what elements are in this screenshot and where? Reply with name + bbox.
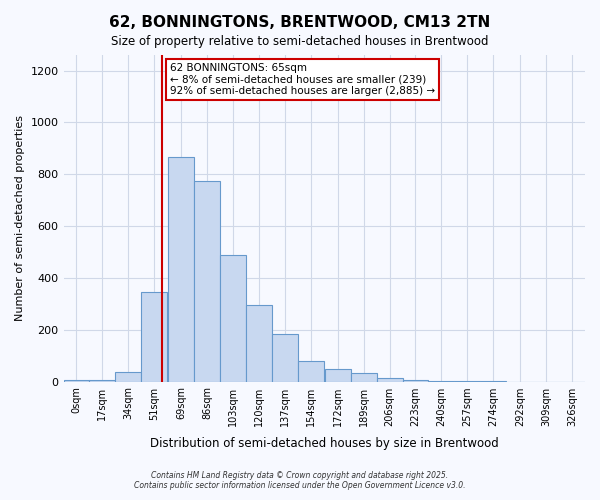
Bar xyxy=(220,254,246,382)
X-axis label: Distribution of semi-detached houses by size in Brentwood: Distribution of semi-detached houses by … xyxy=(150,437,499,450)
Bar xyxy=(351,373,377,382)
Bar xyxy=(298,361,323,382)
Bar xyxy=(377,378,403,382)
Bar xyxy=(115,372,141,382)
Bar xyxy=(403,380,428,382)
Bar xyxy=(454,381,480,382)
Y-axis label: Number of semi-detached properties: Number of semi-detached properties xyxy=(15,116,25,322)
Bar xyxy=(246,305,272,382)
Bar xyxy=(325,369,351,382)
Text: Contains HM Land Registry data © Crown copyright and database right 2025.
Contai: Contains HM Land Registry data © Crown c… xyxy=(134,470,466,490)
Bar xyxy=(194,180,220,382)
Bar xyxy=(428,381,454,382)
Bar xyxy=(169,158,194,382)
Bar xyxy=(89,380,115,382)
Bar xyxy=(141,292,167,382)
Text: Size of property relative to semi-detached houses in Brentwood: Size of property relative to semi-detach… xyxy=(111,35,489,48)
Bar xyxy=(64,380,89,382)
Text: 62 BONNINGTONS: 65sqm
← 8% of semi-detached houses are smaller (239)
92% of semi: 62 BONNINGTONS: 65sqm ← 8% of semi-detac… xyxy=(170,63,435,96)
Text: 62, BONNINGTONS, BRENTWOOD, CM13 2TN: 62, BONNINGTONS, BRENTWOOD, CM13 2TN xyxy=(109,15,491,30)
Bar xyxy=(272,334,298,382)
